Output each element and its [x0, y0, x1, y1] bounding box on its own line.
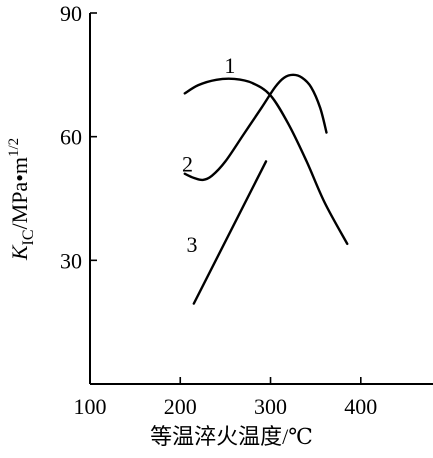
y-axis-label-unit: /MPa•m: [7, 157, 32, 230]
y-axis-label-exponent: 1/2: [6, 138, 22, 157]
series-label-2: 2: [182, 152, 193, 177]
x-tick-label-100: 100: [74, 394, 107, 419]
x-tick-label-400: 400: [344, 394, 377, 419]
series-group: [183, 73, 349, 305]
series-label-3: 3: [186, 232, 197, 257]
y-axis-label: KIC/MPa•m1/2: [6, 138, 37, 261]
series-line-1: [183, 77, 349, 246]
y-tick-label-90: 90: [60, 1, 82, 26]
y-axis-label-subscript: IC: [20, 229, 37, 245]
y-tick-label-30: 30: [60, 248, 82, 273]
ticks: 100 200 300 400 30 60 90: [60, 1, 377, 419]
series-label-1: 1: [224, 53, 235, 78]
x-tick-label-300: 300: [254, 394, 287, 419]
x-axis-label: 等温淬火温度/℃: [150, 424, 313, 449]
y-tick-label-60: 60: [60, 125, 82, 150]
series-line-3: [192, 160, 268, 305]
axes: [89, 13, 433, 385]
y-axis-label-symbol: K: [7, 244, 32, 261]
labels-group: 1 2 3 等温淬火温度/℃ KIC/MPa•m1/2: [6, 53, 313, 449]
series-line-2: [183, 73, 328, 182]
x-tick-label-200: 200: [164, 394, 197, 419]
y-axis-label-text: KIC/MPa•m1/2: [6, 138, 37, 261]
